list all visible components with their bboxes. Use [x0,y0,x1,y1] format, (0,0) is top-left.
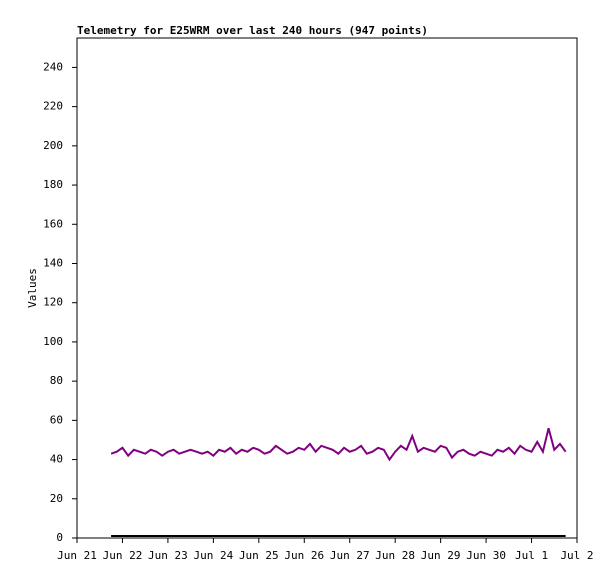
y-tick-label: 240 [43,60,63,73]
x-tick-label: Jun 26 [284,549,324,562]
x-tick-label: Jun 24 [193,549,233,562]
x-tick-label: Jun 28 [375,549,415,562]
y-tick-label: 40 [50,453,63,466]
y-tick-label: 60 [50,413,63,426]
x-tick-label: Jun 25 [239,549,279,562]
x-tick-label: Jun 21 [57,549,97,562]
y-axis-label: Values [26,268,39,308]
y-tick-label: 100 [43,335,63,348]
y-tick-label: 160 [43,217,63,230]
chart-title: Telemetry for E25WRM over last 240 hours… [77,24,428,37]
x-tick-label: Jul 2 [560,549,593,562]
x-tick-label: Jun 23 [148,549,188,562]
x-tick-label: Jul 1 [515,549,548,562]
y-tick-label: 180 [43,178,63,191]
y-tick-label: 0 [56,531,63,544]
y-tick-label: 120 [43,296,63,309]
y-tick-label: 200 [43,139,63,152]
x-tick-label: Jun 29 [421,549,461,562]
y-tick-label: 220 [43,100,63,113]
data-line [110,427,567,462]
plot-frame [76,37,578,539]
y-tick-label: 20 [50,492,63,505]
y-tick-label: 80 [50,374,63,387]
x-tick-label: Jun 30 [466,549,506,562]
y-tick-label: 140 [43,256,63,269]
x-tick-label: Jun 22 [103,549,143,562]
x-tick-label: Jun 27 [330,549,370,562]
